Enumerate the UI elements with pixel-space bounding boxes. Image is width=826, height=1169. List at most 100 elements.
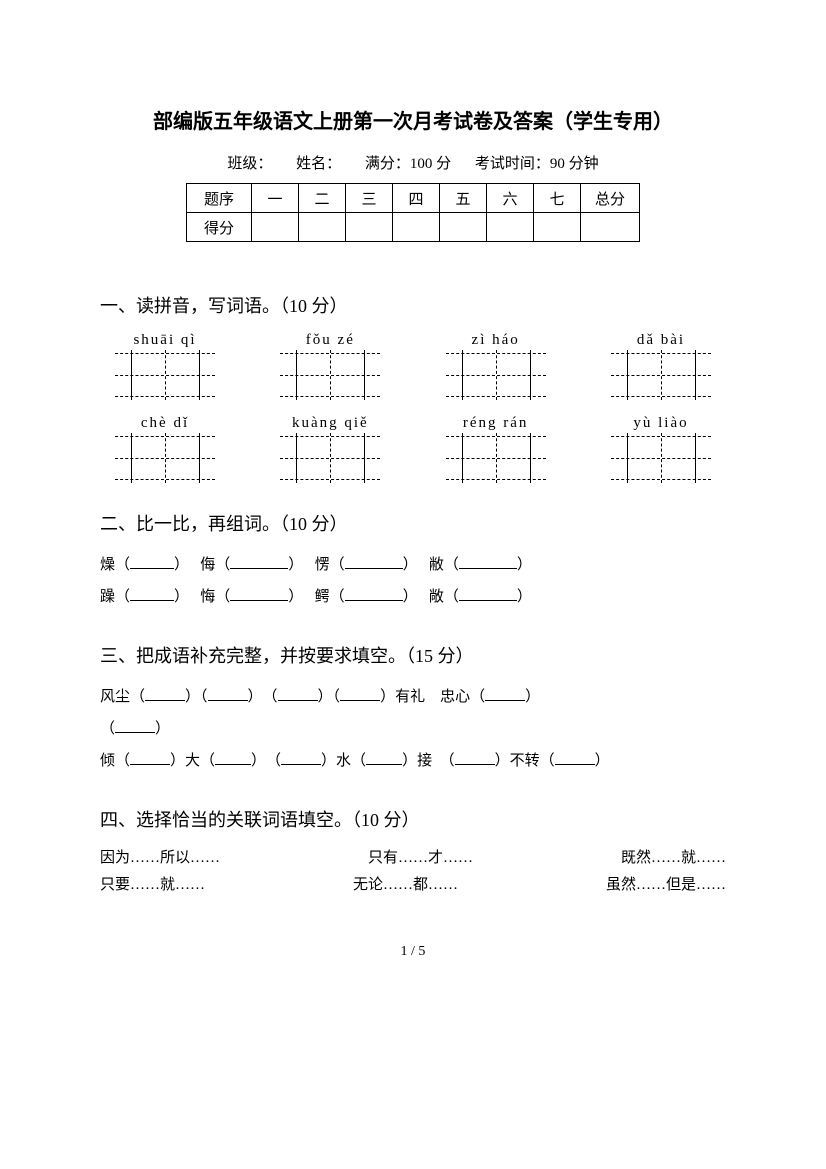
cell: 三 [346, 184, 393, 213]
text: 风尘（ [100, 689, 145, 705]
text: （ [100, 721, 115, 737]
question-line: 倾（）大（） （）水（）接 （）不转（） [100, 746, 726, 776]
full-score: 满分：100 分 [365, 152, 451, 173]
text: ） [595, 753, 610, 769]
pinyin-text: shuāi qì [100, 332, 230, 349]
character-grid [611, 436, 711, 480]
text: 愣（ [315, 557, 345, 573]
text: ）（ [185, 689, 208, 705]
text: ） [155, 721, 170, 737]
blank [459, 586, 517, 601]
option-text: 既然……就…… [621, 846, 726, 867]
cell [581, 213, 640, 242]
cell [299, 213, 346, 242]
pinyin-text: dǎ bài [596, 332, 726, 349]
character-grid [446, 436, 546, 480]
text: ）接 （ [402, 753, 455, 769]
blank [278, 686, 318, 701]
character-grid [446, 353, 546, 397]
pinyin-text: yù liào [596, 415, 726, 432]
section-2-title: 二、比一比，再组词。（10 分） [100, 510, 726, 536]
blank [115, 718, 155, 733]
cell: 题序 [187, 184, 252, 213]
pinyin-block: dǎ bài [596, 332, 726, 397]
text: ） （ [248, 689, 278, 705]
score-table: 题序 一 二 三 四 五 六 七 总分 得分 [186, 183, 640, 242]
blank [345, 554, 403, 569]
option-text: 无论……都…… [353, 873, 458, 894]
blank [281, 750, 321, 765]
cell [346, 213, 393, 242]
cell: 六 [487, 184, 534, 213]
blank [145, 686, 185, 701]
cell: 一 [252, 184, 299, 213]
blank [340, 686, 380, 701]
blank [230, 586, 288, 601]
pinyin-row: chè dǐ kuàng qiě réng rán yù liào [100, 415, 726, 480]
character-grid [280, 353, 380, 397]
blank [130, 586, 174, 601]
conjunction-row: 只要……就…… 无论……都…… 虽然……但是…… [100, 873, 726, 894]
text: 侮（ [200, 557, 230, 573]
pinyin-block: fǒu zé [265, 332, 395, 397]
class-label: 班级： [227, 152, 272, 173]
blank [485, 686, 525, 701]
text: 躁（ [100, 589, 130, 605]
page-title: 部编版五年级语文上册第一次月考试卷及答案（学生专用） [100, 105, 726, 134]
question-line: 燥（） 侮（） 愣（） 敝（） [100, 550, 726, 580]
character-grid [280, 436, 380, 480]
text: 敝（ [429, 557, 459, 573]
page-number: 1 / 5 [100, 944, 726, 960]
option-text: 虽然……但是…… [606, 873, 726, 894]
character-grid [611, 353, 711, 397]
pinyin-text: chè dǐ [100, 415, 230, 432]
text: ） [525, 689, 540, 705]
cell [487, 213, 534, 242]
cell: 四 [393, 184, 440, 213]
cell [252, 213, 299, 242]
blank [215, 750, 251, 765]
text: 敞（ [429, 589, 459, 605]
character-grid [115, 353, 215, 397]
blank [230, 554, 288, 569]
blank [455, 750, 495, 765]
blank [345, 586, 403, 601]
section-4-title: 四、选择恰当的关联词语填空。（10 分） [100, 806, 726, 832]
text: ）有礼 忠心（ [380, 689, 485, 705]
section-1-title: 一、读拼音，写词语。（10 分） [100, 292, 726, 318]
name-label: 姓名： [296, 152, 341, 173]
table-row: 得分 [187, 213, 640, 242]
text: 倾（ [100, 753, 130, 769]
exam-meta: 班级： 姓名： 满分：100 分 考试时间：90 分钟 [100, 152, 726, 173]
pinyin-block: zì háo [431, 332, 561, 397]
cell: 五 [440, 184, 487, 213]
text: ）水（ [321, 753, 366, 769]
exam-time: 考试时间：90 分钟 [475, 152, 599, 173]
pinyin-row: shuāi qì fǒu zé zì háo dǎ bài [100, 332, 726, 397]
table-row: 题序 一 二 三 四 五 六 七 总分 [187, 184, 640, 213]
section-3-title: 三、把成语补充完整，并按要求填空。（15 分） [100, 642, 726, 668]
blank [366, 750, 402, 765]
text: 鳄（ [315, 589, 345, 605]
character-grid [115, 436, 215, 480]
pinyin-block: yù liào [596, 415, 726, 480]
pinyin-text: kuàng qiě [265, 415, 395, 432]
text: ）（ [318, 689, 341, 705]
question-line: 风尘（ ）（ ） （ ）（ ）有礼 忠心（ ） [100, 682, 726, 712]
text: ）不转（ [495, 753, 555, 769]
text: ）大（ [170, 753, 215, 769]
cell: 七 [534, 184, 581, 213]
blank [208, 686, 248, 701]
pinyin-block: chè dǐ [100, 415, 230, 480]
option-text: 只要……就…… [100, 873, 205, 894]
cell [440, 213, 487, 242]
option-text: 因为……所以…… [100, 846, 220, 867]
cell [534, 213, 581, 242]
pinyin-text: réng rán [431, 415, 561, 432]
blank [459, 554, 517, 569]
cell [393, 213, 440, 242]
pinyin-text: fǒu zé [265, 332, 395, 349]
question-line: （） [100, 714, 726, 744]
cell: 得分 [187, 213, 252, 242]
cell: 二 [299, 184, 346, 213]
